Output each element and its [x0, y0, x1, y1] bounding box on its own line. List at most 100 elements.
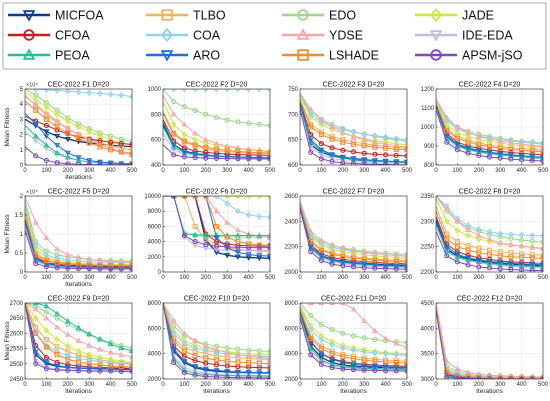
chart-panel: 0 100 200 300 400 500 400 600 800 1000 CEC-2022 F2… [148, 82, 276, 175]
data-point-lshade [192, 142, 198, 148]
data-point-aro [181, 359, 188, 365]
plot-frame [162, 195, 271, 273]
data-point-jade [65, 117, 71, 125]
y-tick-label: 1 [20, 148, 24, 154]
data-point-peoa [454, 253, 461, 259]
data-point-cfoa [361, 150, 367, 156]
x-tick-label: 400 [517, 168, 528, 174]
data-point-lshade [246, 360, 252, 366]
data-point-ydse [86, 136, 93, 143]
legend-marker [430, 49, 442, 61]
data-point-jade [181, 131, 188, 138]
data-point-apsm-jso [203, 242, 209, 248]
data-point-ydse [540, 245, 543, 251]
data-point-cfoa [235, 364, 241, 370]
legend-entry: COA [146, 27, 221, 43]
y-tick-label: 2600 [10, 331, 24, 337]
x-tick-label: 200 [201, 168, 212, 174]
data-point-ydse [465, 226, 472, 233]
legend-label: IDE-EDA [462, 29, 513, 43]
x-tick-label: 300 [84, 275, 95, 281]
data-point-lshade [97, 362, 103, 368]
x-tick-label: 100 [316, 168, 327, 174]
x-tick-label: 0 [434, 275, 438, 281]
legend-label: MICFOA [55, 9, 104, 23]
data-point-apsm-jso [235, 375, 241, 379]
data-point-lshade [361, 143, 367, 149]
data-point-coa [65, 352, 71, 359]
x-tick-label: 400 [244, 168, 255, 174]
data-point-coa [256, 213, 263, 220]
data-point-ydse [245, 146, 252, 152]
series-line-apsm-jso [163, 144, 270, 160]
data-point-tlbo [476, 245, 482, 251]
series-line-edo [163, 303, 270, 353]
data-point-ydse [54, 324, 61, 330]
data-point-ydse [382, 335, 389, 341]
data-point-peoa [75, 324, 82, 331]
data-point-lshade [308, 124, 314, 130]
data-point-tlbo [529, 252, 535, 258]
data-point-edo [246, 120, 252, 126]
y-tick-label: 2550 [10, 347, 24, 353]
series-line-cfoa [163, 196, 270, 247]
data-point-jade [540, 244, 543, 252]
data-point-ydse [443, 114, 450, 120]
data-point-lshade [43, 258, 49, 264]
series-line-lshade [436, 211, 543, 259]
data-point-ydse [404, 344, 407, 350]
data-point-ydse [181, 330, 188, 336]
data-point-ydse [75, 337, 82, 343]
data-point-lshade [256, 242, 262, 248]
data-point-jade [372, 137, 378, 144]
x-axis-label: Iterations [65, 281, 92, 288]
data-point-aro [234, 369, 241, 376]
data-point-coa [181, 340, 188, 347]
data-point-peoa [202, 232, 209, 238]
axis-multiplier: ×10⁴ [26, 82, 38, 89]
data-point-jade [476, 235, 482, 243]
data-point-peoa [54, 149, 61, 155]
data-point-apsm-jso [181, 154, 187, 160]
plot-frame [435, 195, 544, 273]
data-point-jade [404, 141, 407, 148]
y-tick-label: 2450 [10, 377, 24, 383]
series-line-ydse [300, 92, 407, 148]
data-point-apsm-jso [393, 266, 399, 272]
legend-marker [23, 29, 35, 41]
data-point-jade [107, 356, 114, 363]
y-tick-label: 4000 [148, 352, 162, 358]
data-point-ide-eda [181, 365, 188, 371]
data-point-lshade [108, 147, 114, 153]
data-point-apsm-jso [486, 265, 493, 271]
series-line-coa [25, 203, 132, 264]
data-point-apsm-jso [318, 156, 324, 162]
data-point-coa [329, 341, 335, 349]
y-tick-label: 1200 [421, 87, 435, 93]
data-point-ydse [339, 129, 346, 135]
data-point-coa [43, 251, 50, 259]
data-point-ydse [192, 130, 199, 136]
legend-entry: EDO [282, 9, 356, 23]
y-tick-label: 2300 [421, 219, 435, 225]
data-point-aro [307, 338, 314, 345]
data-point-apsm-jso [329, 158, 335, 165]
data-point-ydse [86, 342, 93, 348]
data-point-ydse [54, 117, 61, 124]
series-line-cfoa [300, 101, 407, 157]
series-line-apsm-jso [300, 208, 407, 270]
data-point-apsm-jso [308, 249, 314, 255]
data-point-apsm-jso [308, 352, 314, 358]
data-point-jade [372, 348, 378, 355]
chart-panel: 0 100 200 300 400 500 800 900 1000 1100 1200 CEC-20… [421, 82, 549, 175]
y-tick-label: 2000 [285, 270, 299, 276]
data-point-aro [465, 255, 472, 261]
data-point-apsm-jso [267, 156, 270, 162]
series-group [25, 196, 132, 272]
data-point-peoa [234, 232, 241, 238]
chart-title: CEC-2022 F4 D=20 [459, 82, 521, 89]
series-line-ydse [300, 200, 407, 257]
data-point-apsm-jso [224, 244, 230, 250]
data-point-aro [443, 133, 450, 139]
